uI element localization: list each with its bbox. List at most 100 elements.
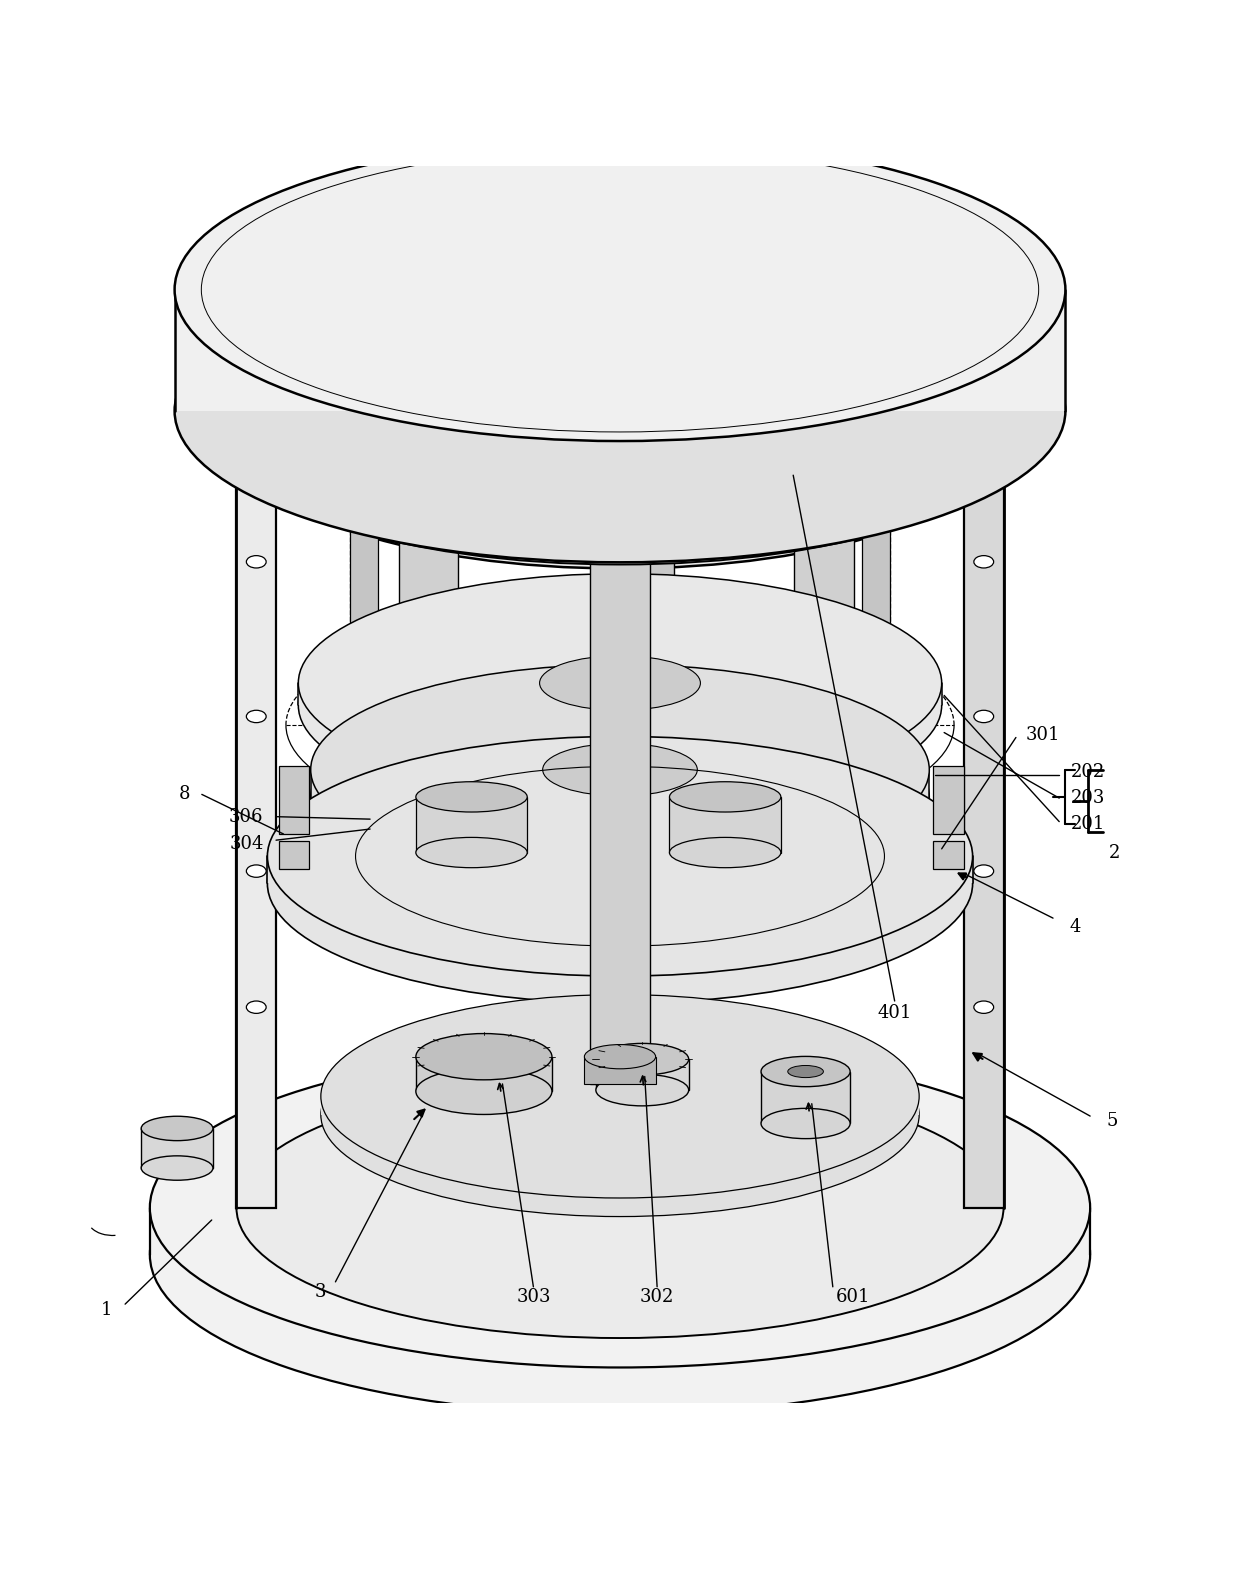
Polygon shape [863, 389, 890, 683]
Ellipse shape [247, 711, 267, 723]
Polygon shape [398, 403, 458, 711]
Text: 304: 304 [229, 835, 264, 854]
Ellipse shape [299, 574, 941, 792]
Ellipse shape [150, 1095, 1090, 1415]
Ellipse shape [212, 249, 1028, 527]
Text: 2: 2 [1110, 844, 1121, 861]
Ellipse shape [311, 692, 929, 902]
Ellipse shape [415, 838, 527, 868]
Polygon shape [350, 389, 377, 683]
Ellipse shape [283, 289, 957, 518]
Ellipse shape [141, 1156, 213, 1180]
Ellipse shape [428, 311, 812, 441]
Polygon shape [590, 351, 650, 1084]
Ellipse shape [283, 323, 957, 552]
Text: 302: 302 [640, 1288, 675, 1305]
Polygon shape [237, 438, 277, 1208]
Polygon shape [348, 372, 408, 425]
Ellipse shape [596, 1075, 688, 1106]
Polygon shape [584, 1056, 656, 1084]
Text: 401: 401 [878, 1004, 911, 1023]
Ellipse shape [141, 1116, 213, 1141]
Polygon shape [415, 797, 527, 852]
Ellipse shape [150, 1048, 1090, 1368]
Polygon shape [832, 372, 892, 425]
Ellipse shape [804, 372, 844, 391]
Ellipse shape [973, 711, 993, 723]
Ellipse shape [247, 1001, 267, 1014]
Ellipse shape [428, 344, 812, 474]
Text: 306: 306 [229, 808, 264, 825]
Polygon shape [932, 841, 963, 869]
Ellipse shape [212, 287, 1028, 565]
Polygon shape [932, 766, 963, 835]
Polygon shape [279, 841, 310, 869]
Ellipse shape [624, 372, 666, 391]
Ellipse shape [350, 678, 377, 687]
Text: 601: 601 [836, 1288, 869, 1305]
Polygon shape [283, 403, 957, 438]
Text: 202: 202 [1070, 763, 1105, 781]
Ellipse shape [539, 656, 701, 711]
Ellipse shape [973, 555, 993, 568]
Ellipse shape [973, 1001, 993, 1014]
Polygon shape [321, 1097, 919, 1116]
Ellipse shape [398, 697, 458, 723]
Polygon shape [268, 857, 972, 883]
Ellipse shape [321, 1014, 919, 1216]
Polygon shape [795, 403, 854, 711]
Polygon shape [415, 1056, 552, 1092]
Polygon shape [408, 381, 449, 403]
Ellipse shape [175, 259, 1065, 562]
Polygon shape [761, 1072, 851, 1123]
Ellipse shape [863, 384, 890, 394]
Ellipse shape [670, 781, 781, 813]
Ellipse shape [787, 1065, 823, 1078]
Ellipse shape [853, 372, 870, 381]
Polygon shape [150, 1208, 1090, 1255]
Text: 1: 1 [100, 1301, 113, 1320]
Ellipse shape [418, 369, 822, 507]
Ellipse shape [370, 372, 387, 381]
Polygon shape [963, 438, 1003, 1208]
Polygon shape [141, 1128, 213, 1167]
Text: 4: 4 [1070, 918, 1081, 935]
Ellipse shape [863, 678, 890, 687]
Ellipse shape [398, 391, 458, 417]
Ellipse shape [247, 865, 267, 877]
Text: 201: 201 [1070, 814, 1105, 833]
Polygon shape [212, 389, 1028, 425]
Text: 303: 303 [516, 1288, 551, 1305]
Ellipse shape [418, 334, 822, 472]
Ellipse shape [543, 744, 697, 795]
Ellipse shape [761, 1108, 851, 1139]
Ellipse shape [237, 1078, 1003, 1338]
Polygon shape [596, 1059, 688, 1090]
Ellipse shape [408, 372, 449, 391]
Ellipse shape [415, 1068, 552, 1114]
Ellipse shape [321, 336, 919, 540]
Polygon shape [615, 403, 675, 711]
Ellipse shape [415, 781, 527, 813]
Text: 8: 8 [179, 786, 190, 803]
Ellipse shape [268, 764, 972, 1003]
Ellipse shape [299, 596, 941, 814]
Ellipse shape [321, 995, 919, 1199]
Ellipse shape [237, 308, 1003, 568]
Ellipse shape [615, 391, 675, 417]
Ellipse shape [670, 838, 781, 868]
Text: 203: 203 [1070, 789, 1105, 806]
Ellipse shape [795, 391, 854, 417]
Polygon shape [428, 377, 812, 408]
Polygon shape [279, 766, 310, 835]
Polygon shape [299, 683, 941, 706]
Text: 301: 301 [1025, 726, 1060, 744]
Ellipse shape [584, 1045, 656, 1068]
Ellipse shape [311, 665, 929, 876]
Ellipse shape [590, 342, 650, 361]
Polygon shape [624, 381, 666, 403]
Ellipse shape [350, 384, 377, 394]
Polygon shape [311, 770, 929, 797]
Ellipse shape [247, 555, 267, 568]
Ellipse shape [615, 697, 675, 723]
